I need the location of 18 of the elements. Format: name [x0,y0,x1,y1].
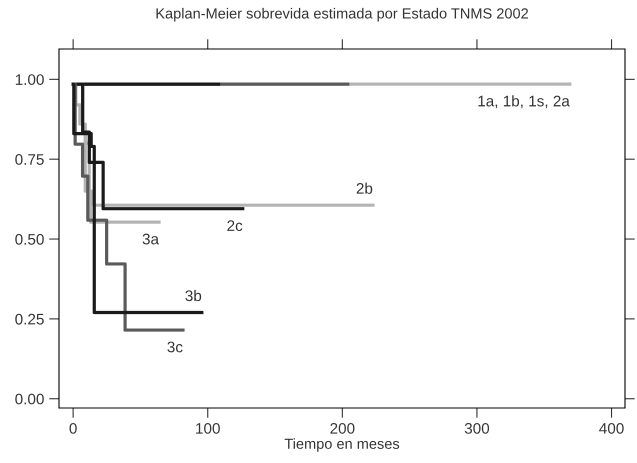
y-tick-label: 0.00 [15,394,44,404]
x-tick-label: 100 [196,422,220,434]
series-label: 3b [185,290,202,302]
series-label: 2b [356,182,372,194]
x-tick-label: 0 [69,422,77,434]
series-label: 3a [142,234,160,244]
x-axis-title: Tiempo en meses [284,438,400,452]
y-tick-label: 0.50 [15,234,44,245]
series-label: 1a, 1b, 1s, 2a [478,95,570,108]
x-tick-label: 400 [599,422,624,434]
y-tick-label: 1.00 [16,74,44,86]
x-tick-label: 300 [464,422,490,434]
y-tick-label: 0.25 [15,314,44,325]
series-label: 3c [167,342,183,352]
series-label: 2c [227,220,242,232]
x-tick-label: 200 [330,422,354,434]
y-tick-label: 0.75 [15,154,44,165]
chart-title: Kaplan-Meier sobrevida estimada por Estado TNMS 2002 [156,8,528,22]
